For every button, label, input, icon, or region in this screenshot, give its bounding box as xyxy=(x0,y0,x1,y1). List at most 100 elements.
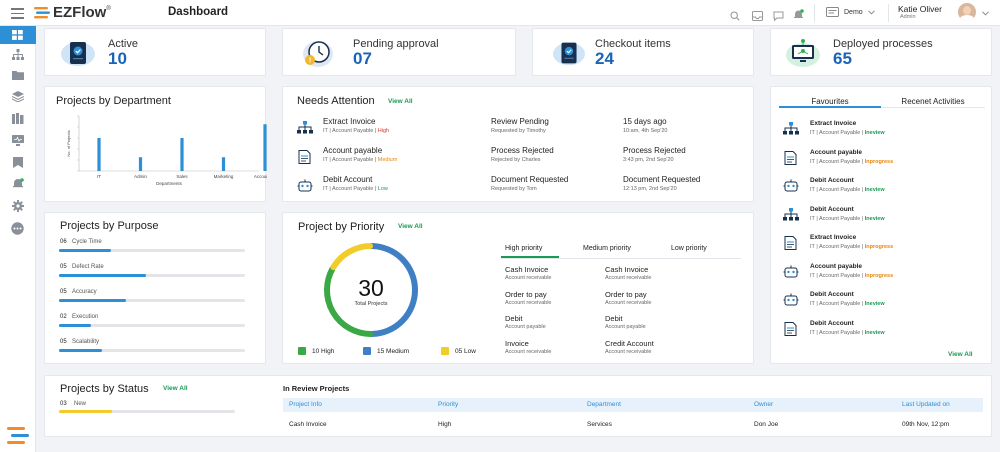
priority-tab-high[interactable]: High priority xyxy=(501,243,559,258)
priority-view-all-link[interactable]: View All xyxy=(398,223,423,230)
status-view-all-link[interactable]: View All xyxy=(163,385,188,392)
priority-item[interactable]: Debit Account payable xyxy=(605,314,700,334)
tab-recent-activities[interactable]: Recenet Activities xyxy=(881,91,985,108)
inbox-icon[interactable] xyxy=(752,8,763,26)
projects-by-purpose-card: Projects by Purpose 06 Cycle Time 05 Defect… xyxy=(44,212,266,364)
bar-marketing xyxy=(221,157,226,171)
priority-item[interactable]: Credit Account Account receivable xyxy=(605,339,700,359)
favourite-item-dept: IT | xyxy=(810,301,819,307)
workspace-selector[interactable]: Demo xyxy=(826,7,875,17)
needs-attention-view-all-link[interactable]: View All xyxy=(388,98,413,105)
priority-item[interactable]: Order to pay Account receivable xyxy=(505,290,600,310)
stat-card-checkout-items[interactable]: Checkout items 24 xyxy=(532,28,754,76)
table-header-cell[interactable]: Owner xyxy=(754,401,774,408)
priority-item-name: Order to pay xyxy=(505,289,547,299)
robot-icon xyxy=(783,293,799,306)
sidebar-item-folder-icon[interactable] xyxy=(12,70,24,80)
brand-logo[interactable]: EZFlow ® xyxy=(34,4,111,21)
attention-item-dept: IT | xyxy=(323,186,332,192)
sidebar-item-alert-bell-icon[interactable] xyxy=(12,178,24,189)
table-header-cell[interactable]: Priority xyxy=(438,401,459,408)
attention-row[interactable]: Account payable IT | Account Payable | Me… xyxy=(283,144,753,172)
brand-stripes-icon xyxy=(34,6,50,18)
notification-bell-icon[interactable] xyxy=(793,7,804,25)
x-axis-label: Departments xyxy=(156,181,183,186)
attention-item-name: Extract Invoice xyxy=(323,117,376,126)
purpose-item-count: 06 xyxy=(60,239,67,245)
favourite-item[interactable]: Account payable IT | Account Payable | In… xyxy=(771,146,991,172)
favourite-item-name: Debit Account xyxy=(810,291,854,298)
favourite-item[interactable]: Extract Invoice IT | Account Payable | In… xyxy=(771,231,991,257)
priority-item[interactable]: Debit Account payable xyxy=(505,314,600,334)
sidebar-item-more-icon[interactable] xyxy=(11,222,24,235)
user-name[interactable]: Katie Oliver xyxy=(898,4,942,14)
tab-recent-activities-label: Recenet Activities xyxy=(901,97,965,106)
favourite-item[interactable]: Debit Account IT | Account Payable | Inev… xyxy=(771,174,991,200)
document-icon xyxy=(784,150,797,165)
purpose-progress-track xyxy=(59,299,245,302)
attention-item-when: 15 days ago xyxy=(623,117,667,126)
favourite-item[interactable]: Debit Account IT | Account Payable | Inev… xyxy=(771,288,991,314)
sidebar-item-dashboard[interactable] xyxy=(0,26,36,44)
legend-label: 15 Medium xyxy=(377,348,410,355)
priority-item[interactable]: Order to pay Account receivable xyxy=(605,290,700,310)
x-tick-label: Marketing xyxy=(214,174,234,179)
x-tick-label: Accounting xyxy=(254,174,267,179)
in-review-table-header xyxy=(283,398,983,412)
favourite-item[interactable]: Extract Invoice IT | Account Payable | In… xyxy=(771,117,991,143)
stat-card-pending-approval[interactable]: ! Pending approval 07 xyxy=(282,28,516,76)
tab-favourites[interactable]: Favourites xyxy=(779,91,881,108)
bar-accounting xyxy=(263,124,267,171)
attention-row[interactable]: Extract Invoice IT | Account Payable | Hi… xyxy=(283,115,753,143)
attention-item-status: Process Rejected xyxy=(491,146,554,155)
org-chart-icon xyxy=(297,121,313,134)
sidebar-item-layers-icon[interactable] xyxy=(12,91,24,102)
chat-icon[interactable] xyxy=(773,8,784,26)
table-row[interactable]: Cash Invoice High Services Don Joe 09th Nov,… xyxy=(283,415,983,433)
priority-item-name: Cash Invoice xyxy=(605,265,649,274)
donut-slice-medium xyxy=(368,243,418,337)
attention-row[interactable]: Debit Account IT | Account Payable | Low D… xyxy=(283,173,753,201)
priority-item-sub: Account receivable xyxy=(605,275,652,281)
hamburger-menu-icon[interactable] xyxy=(11,8,24,19)
search-icon[interactable] xyxy=(730,8,740,26)
table-header-cell[interactable]: Department xyxy=(587,401,621,408)
purpose-progress-fill xyxy=(59,324,91,327)
priority-tabs-underline xyxy=(501,258,741,259)
priority-item[interactable]: Invoice Account receivable xyxy=(505,339,600,359)
favourite-item[interactable]: Debit Account IT | Account Payable | Inev… xyxy=(771,203,991,229)
favourite-item-status: Ineview xyxy=(864,187,885,193)
table-header-cell[interactable]: Last Updated on xyxy=(902,401,950,408)
favourite-item-type: Account Payable | xyxy=(818,272,865,279)
favourite-item[interactable]: Debit Account IT | Account Payable | Inev… xyxy=(771,317,991,343)
table-header-cell[interactable]: Project Info xyxy=(289,401,322,408)
favourite-item[interactable]: Account payable IT | Account Payable | In… xyxy=(771,260,991,286)
brand-name: EZFlow xyxy=(53,4,107,21)
favourites-view-all-link[interactable]: View All xyxy=(948,351,973,358)
priority-item[interactable]: Cash Invoice Account receivable xyxy=(505,265,600,285)
sidebar-item-library-icon[interactable] xyxy=(12,113,24,124)
priority-tab-medium[interactable]: Medium priority xyxy=(579,243,657,258)
favourite-item-dept: IT | xyxy=(810,130,819,136)
favourite-item-meta: IT | Account Payable | Ineview xyxy=(810,216,885,222)
sidebar-item-org-chart-icon[interactable] xyxy=(12,49,24,60)
avatar[interactable] xyxy=(958,3,976,21)
sidebar-item-settings-gear-icon[interactable] xyxy=(12,200,24,212)
priority-item[interactable]: Cash Invoice Account receivable xyxy=(605,265,700,285)
sidebar-item-bookmark-icon[interactable] xyxy=(13,157,23,168)
attention-item-priority: High xyxy=(377,128,390,134)
priority-tab-low[interactable]: Low priority xyxy=(667,243,727,258)
priority-donut-chart xyxy=(324,243,418,337)
attention-item-when: Document Requested xyxy=(623,175,701,184)
stat-card-active[interactable]: Active 10 xyxy=(44,28,266,76)
favourite-item-name: Extract Invoice xyxy=(810,234,857,241)
attention-item-meta: IT | Account Payable | Medium xyxy=(323,157,397,163)
stat-pending-label: Pending approval xyxy=(353,38,439,50)
document-icon xyxy=(298,150,311,164)
sidebar-item-monitor-icon[interactable] xyxy=(12,135,24,146)
priority-item-name: Credit Account xyxy=(605,338,654,348)
monitor-network-icon xyxy=(786,39,820,67)
stat-card-deployed-processes[interactable]: Deployed processes 65 xyxy=(770,28,992,76)
user-chevron-down-icon[interactable] xyxy=(982,11,989,16)
priority-item-name: Cash Invoice xyxy=(505,265,549,274)
